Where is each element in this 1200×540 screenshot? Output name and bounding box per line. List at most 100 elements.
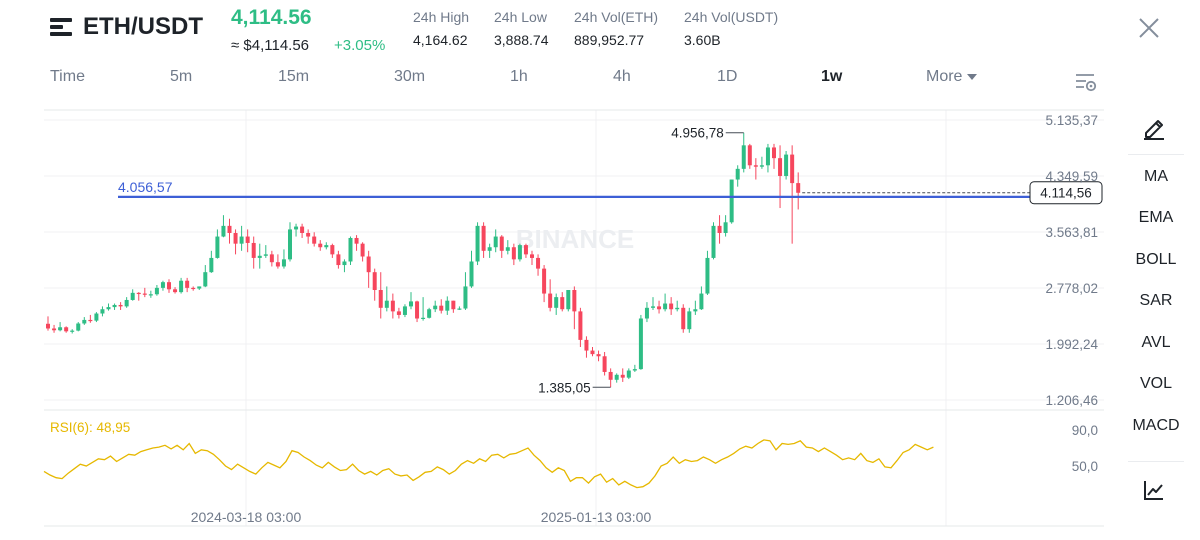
tab-30m[interactable]: 30m [394,68,426,85]
candle-body [82,319,87,324]
candle-body [100,309,105,314]
candle-body [608,371,613,380]
candle-body [657,306,662,310]
indicator-ema[interactable]: EMA [1138,209,1174,226]
candle-body [723,222,728,233]
candle-body [632,369,637,371]
candle-body [257,255,262,258]
candle-body [136,292,141,295]
indicator-ma[interactable]: MA [1144,168,1168,185]
indicator-boll[interactable]: BOLL [1135,251,1177,268]
candle-body [451,300,456,310]
candle-body [445,300,450,311]
candle-body [566,289,571,310]
candle-body [517,245,522,260]
candle-body [644,307,649,319]
high-annotation-label: 4.956,78 [671,126,724,141]
candle-body [348,237,353,262]
candle-body [396,311,401,315]
candle-body [191,287,196,290]
tab-1d[interactable]: 1D [717,68,738,85]
candle-body [52,328,57,331]
candle-body [160,282,165,288]
stat-24h-low: 24h Low 3,888.74 [494,9,549,48]
candle-body [663,303,668,310]
candle-body [58,327,63,331]
tab-1h[interactable]: 1h [510,68,528,85]
candle-body [487,247,492,251]
candle-body [415,301,420,319]
price-change-percent: +3.05% [334,37,386,54]
candle-body [711,225,716,258]
tab-1w[interactable]: 1w [821,68,843,85]
tab-time[interactable]: Time [50,68,85,85]
candle-body [185,280,190,288]
rsi-axis-tick-label: 50,0 [1072,459,1098,474]
indicator-vol[interactable]: VOL [1139,375,1172,392]
candle-body [384,300,389,308]
candle-body [735,168,740,180]
stat-value: 3.60B [684,32,721,48]
candle-body [118,304,123,307]
candle-body [699,293,704,310]
candle-body [148,294,153,296]
candle-body [602,356,607,372]
price-axis-tick-label: 5.135,37 [1045,113,1098,128]
tab-15m[interactable]: 15m [278,68,310,85]
price-chart[interactable]: BINANCE 4.056,57 4.114,56 4.956,78 1.385,05… [0,96,1110,532]
candle-body [554,297,559,308]
candle-body [294,226,299,230]
tab-4h[interactable]: 4h [613,68,631,85]
candle-body [324,245,329,248]
candle-body [578,311,583,340]
candle-body [669,303,674,310]
chart-settings-icon[interactable] [1074,71,1098,93]
header-bar: ETH/USDT 4,114.56 ≈ $4,114.56 +3.05% 24h… [0,0,1200,62]
candle-body [614,374,619,380]
candle-body [505,247,510,251]
candle-body [675,307,680,310]
candle-body [784,154,789,176]
close-icon[interactable] [1137,16,1161,40]
candle-body [790,154,795,184]
tab-more[interactable]: More [926,68,978,86]
trend-chart-icon[interactable] [1142,478,1166,502]
menu-icon[interactable] [50,16,72,38]
candle-body [584,339,589,351]
candle-body [778,158,783,176]
stat-value: 4,164.62 [413,32,468,48]
candle-body [572,289,577,312]
edit-pencil-icon[interactable] [1141,114,1167,140]
low-annotation-label: 1.385,05 [538,380,591,395]
time-axis-tick-label: 2024-03-18 03:00 [191,509,302,525]
candle-body [560,297,565,310]
candle-body [221,225,226,237]
candle-body [747,145,752,166]
price-axis-tick-label: 1.206,46 [1045,393,1098,408]
candle-body [336,254,341,266]
pair-title[interactable]: ETH/USDT [83,13,203,40]
candle-body [360,243,365,257]
candle-body [124,299,129,307]
candle-body [590,350,595,355]
candle-body [142,293,147,295]
candle-body [209,257,214,273]
candle-body [94,313,99,321]
tab-5m[interactable]: 5m [170,68,193,85]
candle-body [772,147,776,159]
candle-body [342,261,347,266]
chart-area[interactable]: BINANCE 4.056,57 4.114,56 4.956,78 1.385,05… [0,96,1110,532]
candle-body [523,245,528,255]
candle-body [439,305,444,311]
rsi-legend-label: RSI(6): 48,95 [50,420,130,435]
candle-body [536,257,541,269]
rsi-line [43,439,934,489]
indicator-sar[interactable]: SAR [1139,292,1173,309]
candle-body [638,318,643,370]
candle-body [729,179,734,223]
candle-body [469,261,474,287]
indicator-macd[interactable]: MACD [1132,417,1180,434]
candle-body [251,242,256,258]
stat-label: 24h Vol(USDT) [684,9,779,25]
indicator-avl[interactable]: AVL [1141,334,1171,351]
